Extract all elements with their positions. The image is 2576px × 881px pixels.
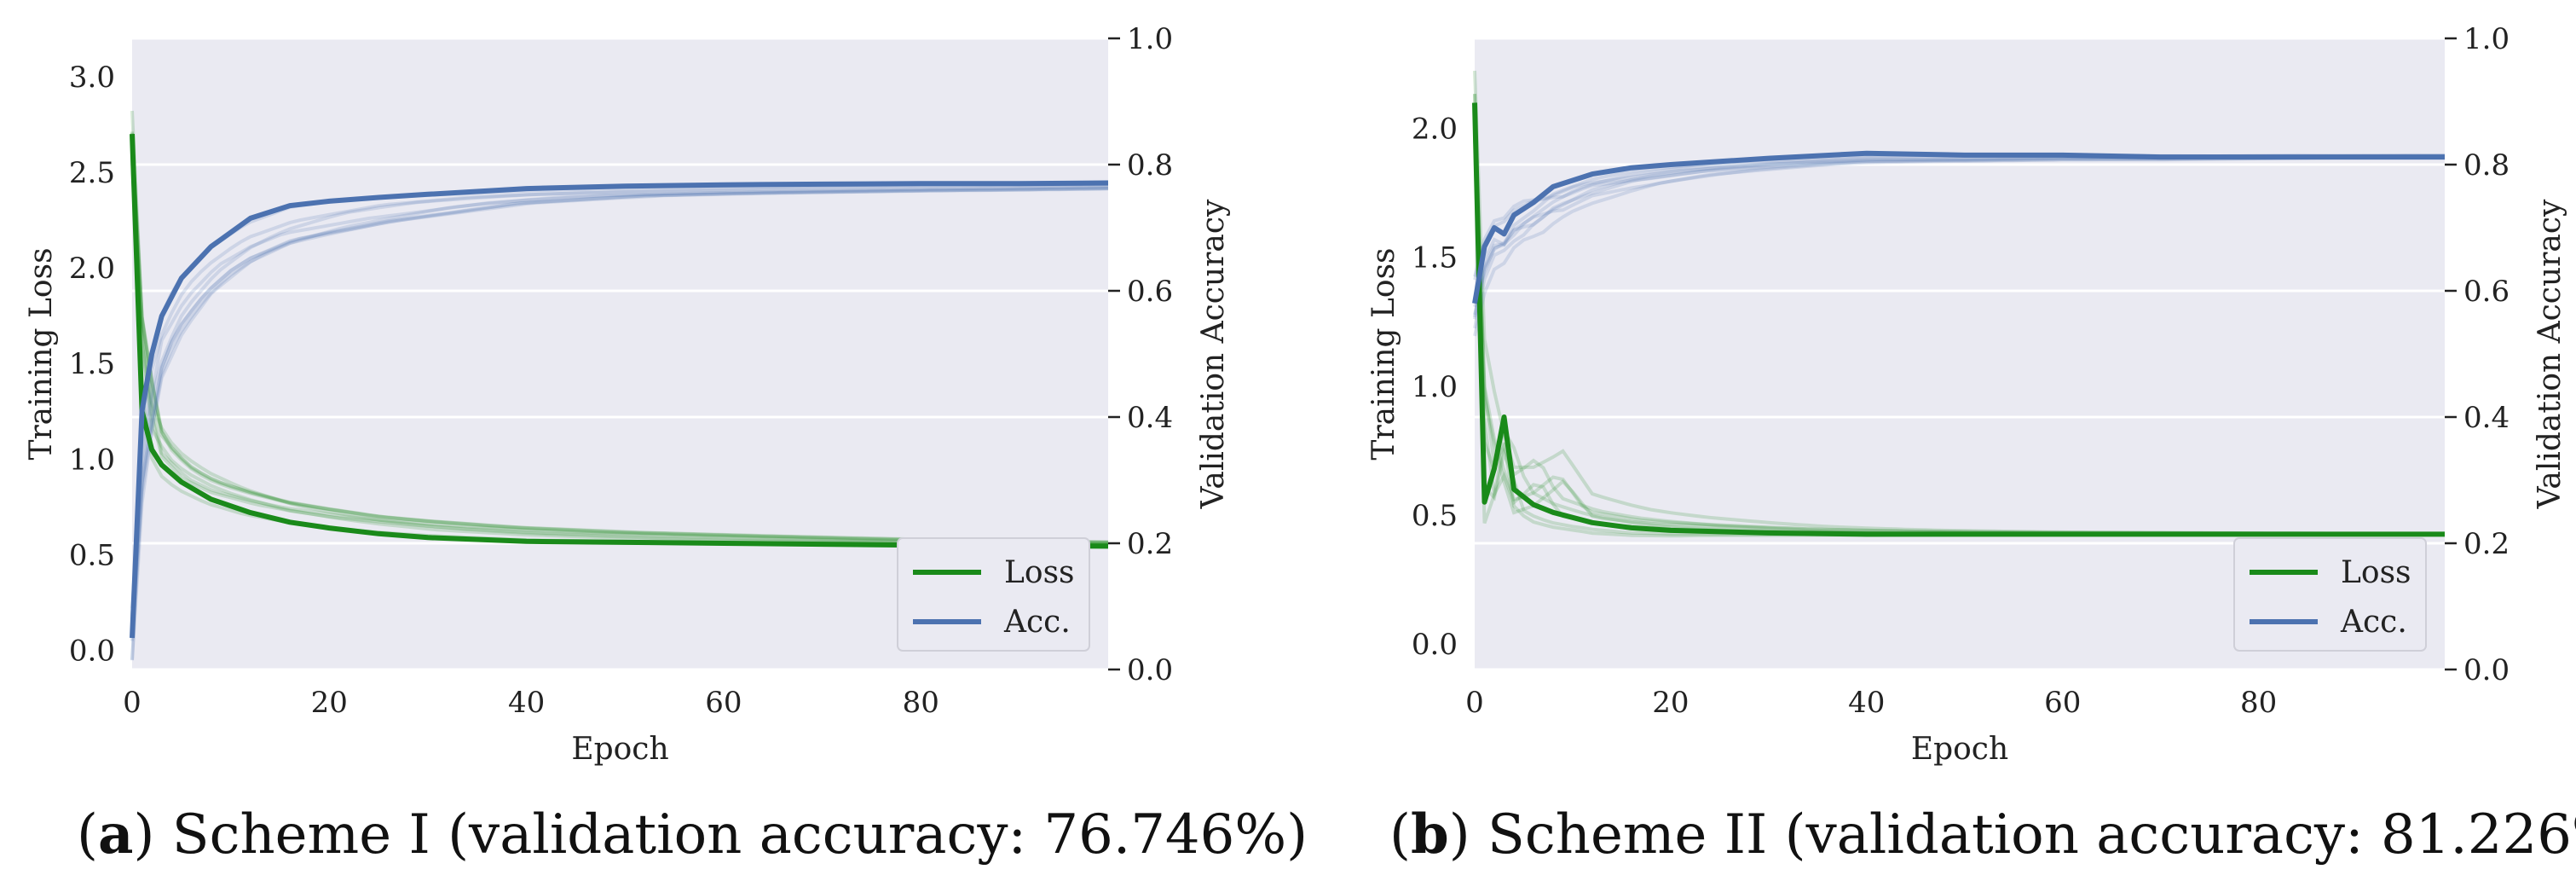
x-tick-label: 40 [1848, 686, 1885, 720]
y-right-tick-label: 0.0 [1127, 653, 1173, 687]
y-left-tick-label: 0.5 [1412, 499, 1458, 533]
y-right-tick-label: 0.8 [1127, 148, 1173, 183]
figure-caption: (b) Scheme II (validation accuracy: 81.2… [1389, 803, 2576, 867]
y-right-tick-label: 0.8 [2463, 148, 2510, 183]
legend: Loss Acc. [2233, 537, 2427, 652]
y-right-axis-title: Validation Accuracy [1196, 199, 1231, 509]
y-right-tick-label: 0.6 [2463, 275, 2510, 309]
caption-paren: ) [1449, 803, 1487, 867]
acc-run-line [130, 183, 1109, 617]
y-right-tick-label: 1.0 [2463, 22, 2510, 56]
y-left-tick-label: 0.0 [1412, 628, 1458, 662]
y-left-axis-title: Training Loss [1366, 247, 1401, 460]
caption-label: a [98, 803, 133, 867]
legend: Loss Acc. [897, 537, 1090, 652]
loss-series-line [1472, 102, 2445, 537]
x-tick-label: 20 [311, 686, 348, 720]
acc-run-line [130, 186, 1109, 641]
x-tick-label: 0 [123, 686, 142, 720]
x-axis-title: Epoch [1911, 732, 2008, 767]
legend-label-loss: Loss [1004, 555, 1075, 590]
y-left-tick-label: 1.5 [1412, 241, 1458, 275]
y-left-tick-label: 1.0 [1412, 370, 1458, 404]
caption-paren: ) [133, 803, 171, 867]
loss-series-line [130, 133, 1109, 549]
legend-label-acc: Acc. [2340, 605, 2407, 640]
acc-run-line [130, 185, 1109, 661]
acc-run-line [130, 186, 1109, 609]
caption-text: Scheme I (validation accuracy: 76.746%) [172, 803, 1308, 867]
x-tick-label: 80 [2240, 686, 2277, 720]
x-tick-label: 40 [508, 686, 545, 720]
y-left-tick-label: 0.0 [69, 635, 115, 669]
y-left-tick-label: 2.0 [69, 252, 115, 286]
caption-paren: ( [77, 803, 98, 867]
acc-run-line [130, 187, 1109, 632]
y-right-tick-label: 1.0 [1127, 22, 1173, 56]
x-tick-label: 80 [903, 686, 939, 720]
y-left-tick-label: 1.5 [69, 347, 115, 381]
y-left-tick-label: 0.5 [69, 538, 115, 572]
caption-text: Scheme II (validation accuracy: 81.226%) [1487, 803, 2576, 867]
y-right-tick-label: 0.6 [1127, 275, 1173, 309]
x-tick-label: 60 [705, 686, 742, 720]
y-right-tick-label: 0.2 [1127, 527, 1173, 561]
x-tick-label: 60 [2044, 686, 2081, 720]
acc-run-line [130, 187, 1109, 629]
y-left-axis-title: Training Loss [24, 247, 59, 460]
y-right-tick-label: 0.2 [2463, 527, 2510, 561]
caption-label: b [1411, 803, 1449, 867]
y-right-tick-label: 0.4 [2463, 401, 2510, 435]
x-tick-label: 20 [1652, 686, 1689, 720]
figure-caption: (a) Scheme I (validation accuracy: 76.74… [77, 803, 1308, 867]
y-right-tick-label: 0.4 [1127, 401, 1173, 435]
acc-series-line [130, 180, 1109, 639]
chart-panel-b: 0.0 0.5 1.0 1.5 2.0 0.0 0.2 0.4 0.6 0.8 1.0 0 20 40 60… [1366, 22, 2576, 867]
y-left-tick-label: 1.0 [69, 443, 115, 477]
y-left-tick-label: 2.5 [69, 156, 115, 190]
x-tick-label: 0 [1465, 686, 1484, 720]
y-right-tick-label: 0.0 [2463, 653, 2510, 687]
y-right-axis-title: Validation Accuracy [2533, 199, 2567, 509]
chart-panel-a: 0.0 0.5 1.0 1.5 2.0 2.5 3.0 0.0 0.2 0.4 0.6 0.8 1.0 0… [24, 22, 1308, 867]
legend-label-loss: Loss [2341, 555, 2411, 590]
x-axis-title: Epoch [571, 732, 668, 767]
y-left-tick-label: 3.0 [69, 61, 115, 95]
legend-label-acc: Acc. [1003, 605, 1071, 640]
y-left-tick-label: 2.0 [1412, 113, 1458, 147]
caption-paren: ( [1389, 803, 1411, 867]
